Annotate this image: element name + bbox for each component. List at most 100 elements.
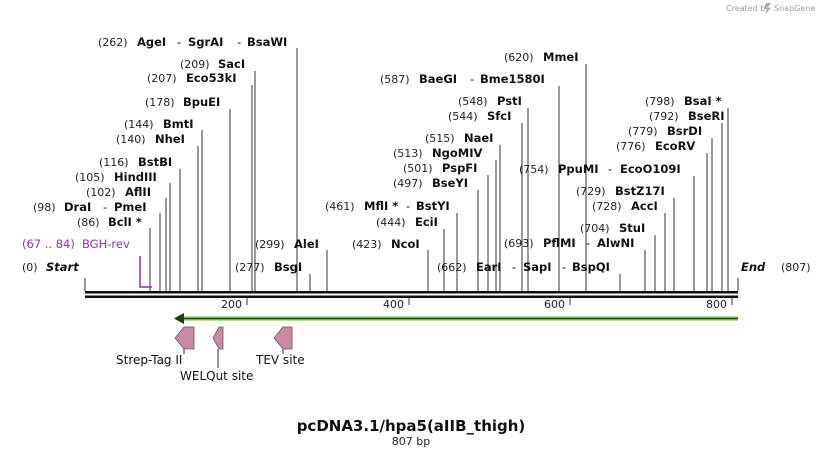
enzyme-ngomiv[interactable]: NgoMIV [432,146,482,160]
enzyme-ncoi[interactable]: NcoI [391,237,420,251]
enzyme-ecii[interactable]: EciI [415,215,438,229]
pos-461: (461) [325,200,355,213]
pos-277: (277) [235,261,265,274]
pos-513: (513) [393,147,423,160]
pos-729: (729) [576,185,606,198]
pos-116: (116) [99,156,129,169]
pos-299: (299) [255,238,285,251]
enzyme-mfli[interactable]: MflI * [364,199,398,213]
enzyme-bsawi[interactable]: BsaWI [247,35,287,49]
feature-tev-site[interactable]: TEV site [255,326,305,367]
enzyme-bstz17i[interactable]: BstZ17I [615,184,665,198]
enzyme-ecorv[interactable]: EcoRV [655,139,695,153]
pos-497: (497) [393,177,423,190]
start-label: Start [46,260,79,274]
enzyme-pflmi[interactable]: PflMI [543,236,576,250]
primer-bgh-rev[interactable]: (67 .. 84) BGH-rev [22,237,152,288]
enzyme-sfci[interactable]: SfcI [487,109,511,123]
pos-662: (662) [437,261,467,274]
pos-544: (544) [448,110,478,123]
enzyme-labels-middle: (620) MmeI (587) BaeGI - Bme1580I (548) … [325,50,579,251]
svg-text:-: - [470,72,474,86]
primer-range: (67 .. 84) [22,237,75,251]
feature-strep-tag-ii[interactable]: Strep-Tag II [116,326,195,367]
enzyme-alei[interactable]: AleI [294,237,319,251]
svg-text:-: - [177,35,181,49]
pos-704: (704) [580,222,610,235]
svg-text:-: - [586,236,590,250]
enzyme-pmei[interactable]: PmeI [114,200,147,214]
enzyme-bsrdi[interactable]: BsrDI [667,124,702,138]
pos-444: (444) [376,216,406,229]
enzyme-pspfi[interactable]: PspFI [442,161,477,175]
axis-ticks: 200 400 600 800 [221,298,733,311]
cut-site-lines [84,48,739,291]
enzyme-bsai[interactable]: BsaI * [684,94,722,108]
pos-98: (98) [33,201,56,214]
pos-207: (207) [147,72,177,85]
enzyme-hindiii[interactable]: HindIII [114,170,157,184]
tick-label-400: 400 [383,298,404,311]
svg-text:-: - [237,35,241,49]
pos-102: (102) [86,186,116,199]
svg-text:-: - [103,200,107,214]
enzyme-bpuei[interactable]: BpuEI [183,95,220,109]
pos-728: (728) [592,200,622,213]
enzyme-bspqi[interactable]: BspQI [572,260,610,274]
pos-620: (620) [504,51,534,64]
enzyme-alwni[interactable]: AlwNI [597,236,634,250]
end-position: (807) [781,261,811,274]
enzyme-mmei[interactable]: MmeI [543,50,579,64]
svg-text:-: - [512,260,516,274]
enzyme-bseri[interactable]: BseRI [688,109,725,123]
primer-name: BGH-rev [82,237,130,251]
pos-86: (86) [77,216,100,229]
enzyme-baegi[interactable]: BaeGI [419,72,457,86]
pos-548: (548) [458,95,488,108]
enzyme-agei[interactable]: AgeI [137,35,166,49]
pos-792: (792) [649,110,679,123]
svg-text:-: - [406,199,410,213]
feature-label-welqut-site: WELQut site [180,369,253,383]
enzyme-bstbi[interactable]: BstBI [138,155,172,169]
start-position: (0) [22,261,38,274]
enzyme-naei[interactable]: NaeI [464,131,493,145]
pos-178: (178) [145,96,175,109]
pos-693: (693) [504,237,534,250]
enzyme-bstyi[interactable]: BstYI [416,199,450,213]
pos-515: (515) [425,132,455,145]
feature-label-strep-tag-ii: Strep-Tag II [116,353,182,367]
enzyme-ecoo109i[interactable]: EcoO109I [620,162,681,176]
enzyme-ppumi[interactable]: PpuMI [558,162,599,176]
enzyme-eari[interactable]: EarI [476,260,502,274]
map-title: pcDNA3.1/hpa5(aIIB_thigh) [297,417,526,435]
pos-209: (209) [180,58,210,71]
enzyme-eco53ki[interactable]: Eco53kI [186,71,237,85]
pos-423: (423) [352,238,382,251]
enzyme-bmti[interactable]: BmtI [163,117,194,131]
enzyme-stui[interactable]: StuI [619,221,645,235]
enzyme-bme1580i[interactable]: Bme1580I [480,72,545,86]
enzyme-labels-left: (262) AgeI - SgrAI - BsaWI (209) SacI (2… [33,35,319,274]
enzyme-sapi[interactable]: SapI [523,260,552,274]
enzyme-saci[interactable]: SacI [218,57,245,71]
enzyme-nhei[interactable]: NheI [155,132,185,146]
pos-144: (144) [124,118,154,131]
enzyme-psti[interactable]: PstI [497,94,522,108]
dna-strand[interactable] [85,291,738,298]
map-length: 807 bp [392,435,430,448]
enzyme-bsgi[interactable]: BsgI [274,260,302,274]
orf-arrow[interactable] [174,313,738,324]
enzyme-acci[interactable]: AccI [631,199,658,213]
enzyme-aflii[interactable]: AflII [125,185,151,199]
enzyme-sgrai[interactable]: SgrAI [188,35,223,49]
created-by-label: Created by [726,4,770,13]
pos-501: (501) [403,162,433,175]
enzyme-drai[interactable]: DraI [64,200,91,214]
enzyme-bseyi[interactable]: BseYI [432,176,468,190]
feature-welqut-site[interactable]: WELQut site [180,326,253,383]
enzyme-bcli[interactable]: BclI * [108,215,142,229]
tick-label-600: 600 [544,298,565,311]
pos-587: (587) [380,73,410,86]
